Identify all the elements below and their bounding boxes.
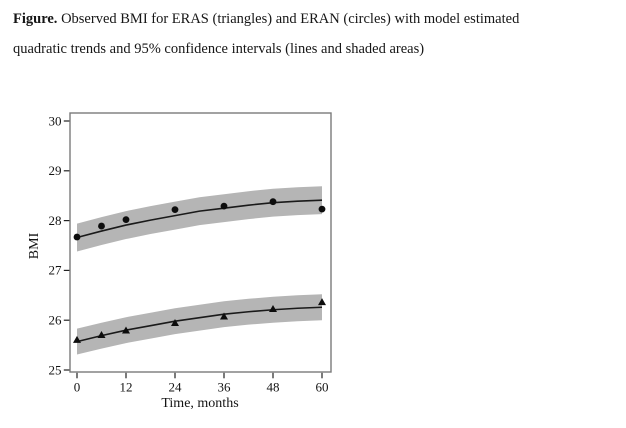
- marker-circle-eran: [220, 202, 228, 210]
- marker-triangle-eras: [220, 312, 228, 320]
- caption-line-2: quadratic trends and 95% confidence inte…: [13, 41, 425, 57]
- trend-line-eras: [76, 306, 323, 343]
- y-tick-label: 30: [49, 113, 62, 128]
- y-axis-title: BMI: [27, 232, 42, 259]
- y-tick-label: 29: [49, 163, 62, 178]
- plot-frame: [69, 112, 332, 373]
- marker-circle-eran: [98, 222, 105, 230]
- marker-circle-eran: [269, 198, 277, 206]
- observed-markers: [73, 198, 326, 343]
- marker-triangle-eras: [73, 335, 81, 343]
- x-tick-label: 60: [316, 380, 329, 395]
- marker-circle-eran: [73, 233, 81, 241]
- marker-triangle-eras: [122, 326, 130, 334]
- y-tick-label: 26: [49, 313, 63, 328]
- marker-triangle-eras: [318, 298, 326, 306]
- trend-lines: [76, 199, 323, 343]
- marker-circle-eran: [122, 216, 130, 224]
- caption-text-1: Observed BMI for ERAS (triangles) and ER…: [61, 11, 520, 27]
- caption-label: Figure.: [13, 11, 58, 27]
- marker-circle-eran: [171, 206, 179, 214]
- marker-triangle-eras: [171, 318, 179, 326]
- confidence-bands: [77, 186, 322, 355]
- axis-ticks: [63, 120, 323, 379]
- ci-band-eras: [77, 294, 322, 355]
- caption-line-1: Figure. Observed BMI for ERAS (triangles…: [13, 4, 613, 34]
- x-tick-label: 0: [74, 380, 81, 395]
- y-tick-label: 28: [49, 213, 62, 228]
- y-tick-label: 25: [49, 362, 62, 377]
- ci-band-eran: [77, 186, 322, 252]
- marker-circle-eran: [318, 205, 326, 213]
- x-tick-label: 12: [120, 380, 133, 395]
- trend-line-eran: [76, 199, 323, 239]
- x-tick-label: 36: [218, 380, 232, 395]
- marker-triangle-eras: [269, 305, 277, 313]
- marker-triangle-eras: [97, 330, 106, 338]
- x-tick-label: 24: [169, 380, 183, 395]
- figure-caption: Figure. Observed BMI for ERAS (triangles…: [13, 4, 613, 64]
- axis-tick-labels: 25 26 27 28 29 30 0 12 24 36 48 60: [49, 113, 329, 394]
- x-tick-label: 48: [267, 380, 280, 395]
- y-tick-label: 27: [49, 263, 63, 278]
- x-axis-title: Time, months: [161, 396, 238, 411]
